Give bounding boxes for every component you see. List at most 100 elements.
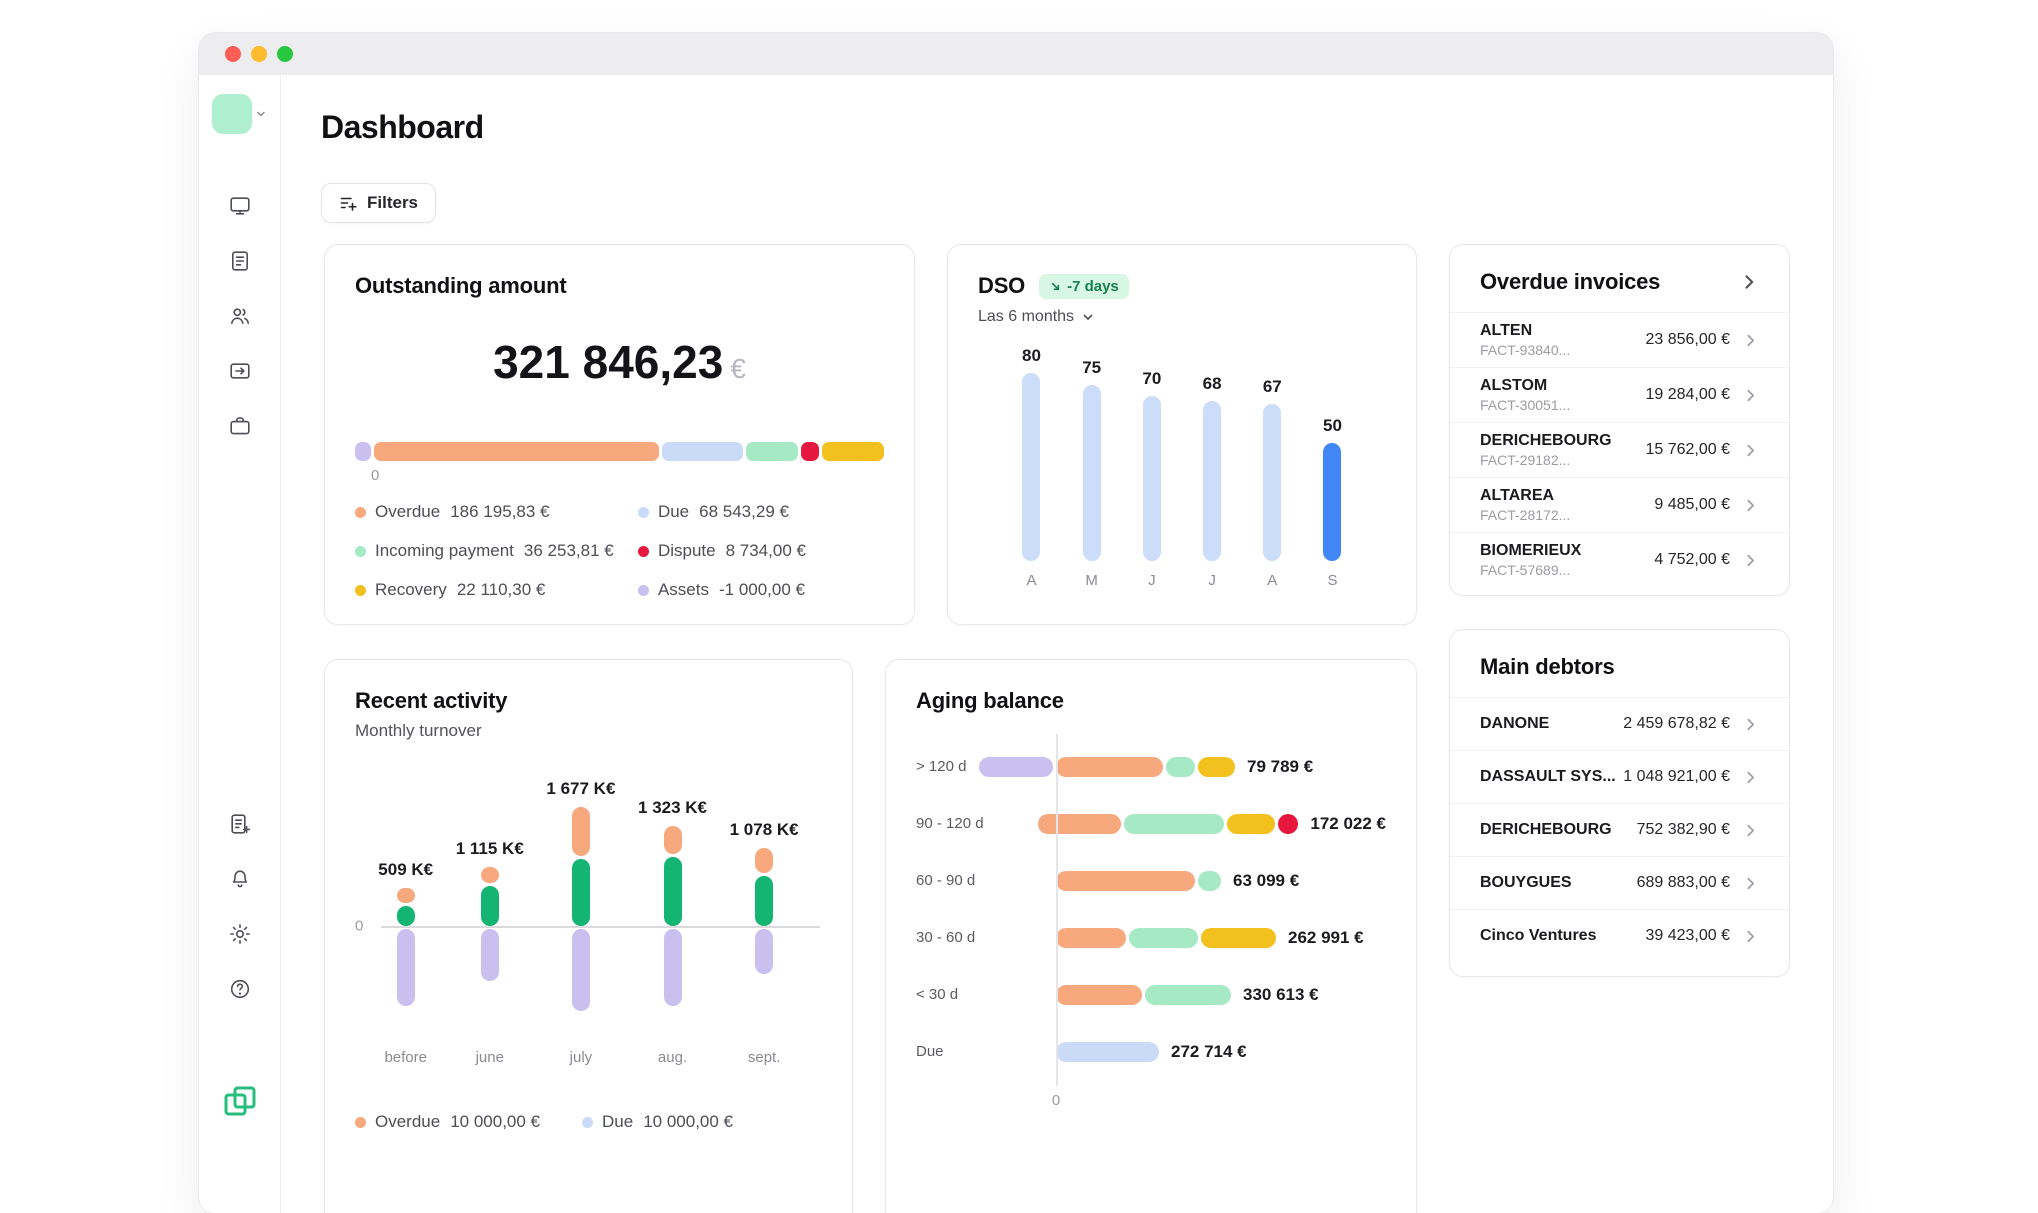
activity-assets-segment[interactable] [396,929,415,1006]
dso-bar[interactable] [1203,401,1222,561]
overdue-invoices-title: Overdue invoices [1480,269,1661,294]
aging-segment-incoming[interactable] [1166,756,1195,777]
chevron-down-icon[interactable] [255,108,267,120]
dso-axis-label: J [1208,572,1216,589]
activity-axis-line [381,926,820,928]
invoice-row[interactable]: BIOMERIEUX FACT-57689... 4 752,00 € [1450,532,1789,587]
activity-paid-segment[interactable] [396,906,415,926]
chevron-right-icon[interactable] [1742,716,1759,733]
chevron-right-icon[interactable] [1742,928,1759,945]
aging-segment-incoming[interactable] [1198,870,1221,891]
workspace-switcher[interactable] [199,94,280,134]
debtor-row[interactable]: Cinco Ventures 39 423,00 € [1450,909,1789,962]
zoom-window-button[interactable] [277,46,293,62]
sidebar-item-customers[interactable] [224,302,256,330]
aging-segment-incoming[interactable] [1145,984,1231,1005]
invoice-row[interactable]: DERICHEBOURG FACT-29182... 15 762,00 € [1450,422,1789,477]
close-window-button[interactable] [225,46,241,62]
aging-segment-dispute[interactable] [1278,813,1299,834]
aging-segment-assets[interactable] [979,756,1053,777]
filters-button[interactable]: Filters [321,183,437,223]
sidebar-item-payments[interactable] [224,357,256,385]
workspace-logo[interactable] [212,94,252,134]
dso-bar[interactable] [1142,396,1161,561]
aging-segment-overdue[interactable] [1056,870,1195,891]
aging-category-label: 30 - 60 d [916,929,976,946]
chevron-right-icon[interactable] [1742,822,1759,839]
dso-bar-group: 70 J [1142,342,1161,589]
aging-segment-overdue[interactable] [1056,756,1163,777]
dso-period-select[interactable]: Las 6 months [978,308,1095,326]
legend-value: 68 543,29 € [699,502,789,521]
dso-bar-group: 80 A [1022,342,1041,589]
activity-paid-segment[interactable] [480,886,499,926]
activity-chart: 0 509 K€ before 1 115 K€ june 1 677 K€ july 1 … [355,761,822,1066]
aging-segment-overdue[interactable] [1056,984,1142,1005]
activity-axis-label: july [569,1049,593,1066]
activity-overdue-segment[interactable] [396,888,415,903]
activity-assets-segment[interactable] [663,929,682,1006]
debtor-row[interactable]: DASSAULT SYS... 1 048 921,00 € [1450,750,1789,803]
dso-bar[interactable] [1022,373,1041,561]
aging-segment-recovery[interactable] [1227,813,1276,834]
activity-paid-segment[interactable] [663,857,682,926]
aging-segment-overdue[interactable] [1056,927,1126,948]
help-icon [230,979,249,999]
activity-overdue-segment[interactable] [480,867,499,883]
dashboard-icon [229,197,250,215]
outstanding-amount-card: Outstanding amount 321 846,23 € 0 Overdue… [324,244,915,625]
invoice-row[interactable]: ALTAREA FACT-28172... 9 485,00 € [1450,477,1789,532]
activity-overdue-segment[interactable] [755,848,774,873]
aging-segment-incoming[interactable] [1129,927,1198,948]
chevron-right-icon[interactable] [1742,769,1759,786]
sidebar-item-help[interactable] [224,975,256,1003]
amount-label: 15 762,00 € [1645,441,1730,458]
legend-value: -1 000,00 € [718,580,805,599]
activity-assets-segment[interactable] [480,929,499,981]
company-name: DERICHEBOURG [1480,821,1612,838]
main-debtors-title: Main debtors [1480,654,1615,679]
debtor-row[interactable]: BOUYGUES 689 883,00 € [1450,856,1789,909]
company-name: DANONE [1480,715,1550,732]
activity-overdue-segment[interactable] [571,807,590,856]
aging-segment-overdue[interactable] [1038,813,1122,834]
minimize-window-button[interactable] [251,46,267,62]
invoice-row[interactable]: ALTEN FACT-93840... 23 856,00 € [1450,312,1789,367]
aging-segment-recovery[interactable] [1198,756,1235,777]
aging-row: 30 - 60 d 262 991 € [916,909,1386,966]
dso-bar-group: 67 A [1263,342,1282,589]
sidebar-item-notifications[interactable] [224,865,256,893]
invoice-row[interactable]: ALSTOM FACT-30051... 19 284,00 € [1450,367,1789,422]
aging-segment-recovery[interactable] [1201,927,1276,948]
chevron-right-icon[interactable] [1742,332,1759,349]
chevron-right-icon[interactable] [1739,272,1759,292]
chevron-right-icon[interactable] [1742,442,1759,459]
aging-rows: > 120 d 79 789 € 90 - 120 d 172 022 € 60 - 9… [916,738,1386,1080]
debtor-row[interactable]: DANONE 2 459 678,82 € [1450,697,1789,750]
sidebar-item-dashboard[interactable] [224,192,256,220]
chevron-right-icon[interactable] [1742,387,1759,404]
chevron-right-icon[interactable] [1742,497,1759,514]
aging-segment-due[interactable] [1056,1041,1159,1062]
activity-paid-segment[interactable] [755,876,774,926]
activity-paid-segment[interactable] [571,859,590,926]
chevron-right-icon[interactable] [1742,875,1759,892]
sidebar-item-archive[interactable] [224,412,256,440]
chevron-right-icon[interactable] [1742,552,1759,569]
sidebar-item-invoices[interactable] [224,247,256,275]
activity-assets-segment[interactable] [571,929,590,1011]
legend-item: Assets -1 000,00 € [637,580,884,600]
dso-bar-group: 75 M [1082,342,1101,589]
activity-assets-segment[interactable] [755,929,774,974]
outstanding-bar-segment-overdue [373,442,660,461]
debtor-row[interactable]: DERICHEBOURG 752 382,90 € [1450,803,1789,856]
dso-bar[interactable] [1263,404,1282,561]
sidebar-item-settings[interactable] [224,920,256,948]
dso-bar[interactable] [1082,385,1101,561]
sidebar-item-new-document[interactable] [224,810,256,838]
dso-bar[interactable] [1323,443,1342,561]
aging-segment-incoming[interactable] [1124,813,1225,834]
activity-overdue-segment[interactable] [663,826,682,854]
dso-bar-value: 70 [1142,369,1162,388]
sidebar-nav-secondary [199,810,280,1003]
